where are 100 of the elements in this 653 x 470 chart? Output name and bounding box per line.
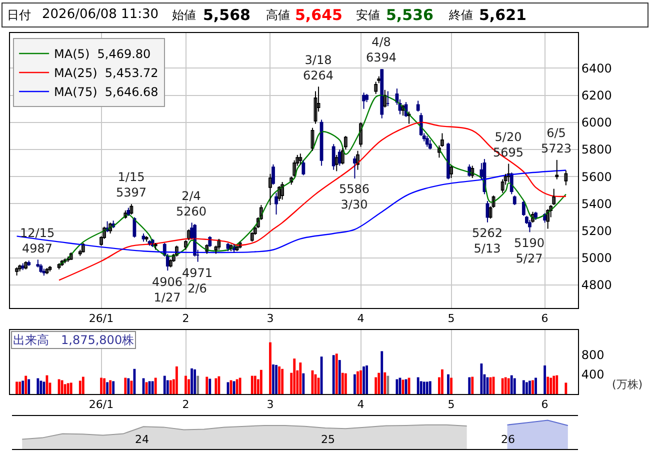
x-tick-label: 6: [541, 398, 548, 412]
annotation: 3/18 6264: [303, 53, 334, 83]
bar: [293, 358, 296, 394]
bar: [534, 378, 537, 394]
bar: [278, 366, 280, 394]
annotation: 26: [501, 433, 515, 446]
bar: [254, 376, 256, 394]
y-tick-label: 4800: [581, 278, 612, 292]
bar: [78, 380, 82, 394]
bar: [416, 377, 420, 394]
bar: [422, 382, 426, 394]
bar: [106, 382, 109, 394]
bar: [546, 376, 550, 394]
legend-label: MA(75) 5,646.68: [54, 85, 158, 100]
legend-label: MA(25) 5,453.72: [54, 66, 158, 80]
x-tick-label: 3: [266, 312, 274, 326]
bar: [332, 355, 335, 394]
text: 5,536: [386, 6, 434, 24]
x-tick-label: 4: [357, 398, 364, 412]
x-tick-label: 5: [448, 398, 455, 412]
bar: [188, 379, 190, 394]
bar: [366, 365, 368, 394]
annotation: 5190 5/27: [514, 236, 545, 266]
bar: [206, 376, 208, 394]
bar: [556, 375, 558, 394]
bar: [552, 376, 556, 394]
bar: [22, 380, 24, 394]
bar: [103, 378, 106, 394]
bar: [82, 376, 84, 394]
annotation: 出来高 1,875,800株: [13, 333, 134, 347]
annotation: 4/8 6394: [366, 35, 397, 65]
text: 日付: [7, 8, 31, 22]
annotation: 5586 3/30: [339, 182, 370, 212]
x-tick-label: 2: [182, 312, 190, 326]
bar: [154, 378, 157, 394]
bar: [64, 384, 66, 394]
bar: [450, 378, 452, 394]
bar: [148, 381, 151, 394]
bar: [194, 369, 196, 394]
bar: [532, 380, 534, 394]
bar: [501, 378, 504, 394]
bar: [468, 377, 471, 394]
y-tick-label: 5600: [581, 170, 612, 184]
bar: [544, 365, 546, 394]
bar: [151, 381, 154, 394]
x-tick-label: 4: [357, 312, 364, 326]
annotation: 12/15 4987: [20, 226, 55, 256]
bar: [302, 373, 305, 394]
y-tick-label: 6400: [581, 61, 612, 76]
bar: [24, 376, 28, 394]
bar: [112, 381, 115, 394]
bar: [236, 379, 238, 394]
bar: [386, 376, 390, 394]
bar: [441, 369, 444, 394]
bar: [275, 364, 278, 394]
bar: [130, 380, 133, 394]
bar: [260, 370, 262, 394]
x-tick-label: 6: [541, 312, 548, 326]
annotation: 4971 2/6: [182, 266, 213, 296]
bar: [238, 378, 242, 394]
y-tick-label: 6000: [581, 116, 612, 130]
text: 5,568: [203, 6, 250, 24]
bar: [513, 378, 516, 394]
bar: [166, 380, 169, 394]
bar: [163, 376, 166, 394]
bar: [338, 360, 341, 394]
bar: [384, 372, 386, 394]
bar: [18, 382, 22, 394]
annotation: 1/15 5397: [116, 170, 147, 200]
bar: [362, 366, 365, 394]
bar: [272, 364, 274, 394]
x-tick-label: 3: [266, 398, 274, 412]
bar: [269, 342, 272, 394]
bar: [196, 376, 200, 394]
bar: [428, 381, 432, 394]
bar: [354, 374, 356, 394]
y-tick-label: 5800: [581, 142, 612, 157]
bar: [471, 376, 474, 394]
bar: [420, 381, 422, 394]
annotation: 4906 1/27: [152, 275, 183, 305]
bar: [550, 378, 552, 394]
text: 2026/06/08 11:30: [42, 7, 159, 22]
x-tick-label: 26/1: [88, 398, 114, 412]
text: 安値: [356, 8, 380, 22]
bar: [564, 382, 568, 394]
annotation: 2/4 5260: [176, 189, 207, 219]
bar: [70, 382, 72, 394]
y-tick-label: 6200: [581, 88, 612, 103]
text: (万株): [612, 378, 643, 391]
annotation: 24: [135, 433, 149, 446]
text: 5,621: [479, 6, 526, 24]
bar: [28, 379, 30, 394]
bar: [526, 382, 528, 394]
legend-label: MA(5) 5,469.80: [54, 47, 151, 62]
bar: [447, 374, 450, 394]
bar: [344, 373, 347, 394]
y-tick-label: 400: [581, 368, 604, 382]
bar: [426, 382, 428, 394]
bar: [507, 378, 510, 394]
bar: [16, 382, 18, 394]
